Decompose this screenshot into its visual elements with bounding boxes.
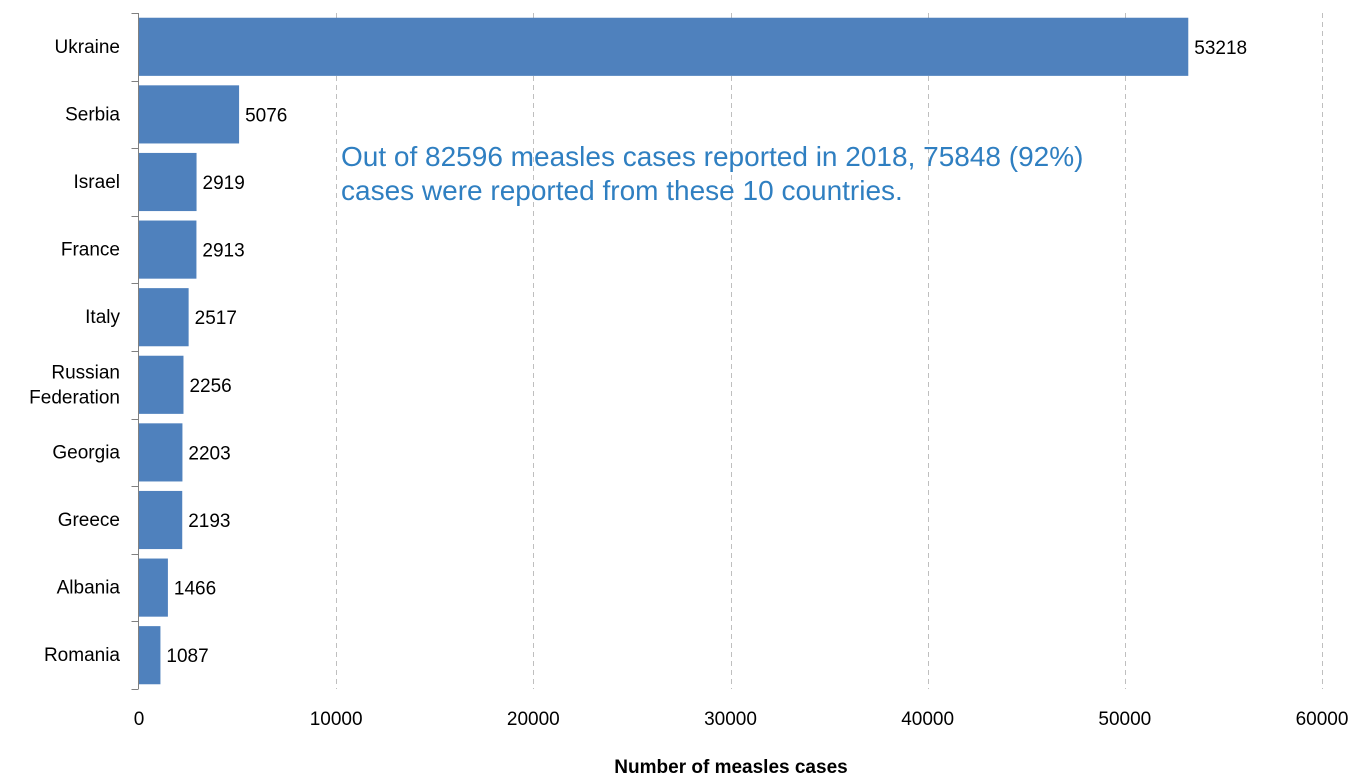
bar: [139, 220, 197, 279]
chart-annotation: Out of 82596 measles cases reported in 2…: [341, 140, 1084, 208]
category-label: Romania: [44, 645, 120, 666]
x-axis-title: Number of measles cases: [614, 757, 848, 778]
category-label: Italy: [85, 307, 120, 328]
data-label: 2919: [203, 173, 245, 194]
x-tick-label: 20000: [507, 709, 560, 730]
data-label: 1466: [174, 579, 216, 600]
bar: [139, 490, 183, 550]
category-label: France: [61, 240, 120, 261]
x-tick-label: 10000: [310, 709, 363, 730]
x-tick-label: 50000: [1098, 709, 1151, 730]
category-label: Serbia: [65, 104, 120, 125]
annotation-line-1: Out of 82596 measles cases reported in 2…: [341, 141, 1084, 172]
data-label: 5076: [245, 105, 287, 126]
annotation-line-2: cases were reported from these 10 countr…: [341, 175, 903, 206]
bar: [139, 288, 189, 347]
category-label: Greece: [58, 510, 120, 531]
bar: [139, 152, 197, 212]
data-label: 2193: [188, 511, 230, 532]
x-tick-label: 0: [134, 709, 145, 730]
bar: [139, 85, 240, 144]
bar: [139, 355, 184, 414]
bar: [139, 558, 168, 617]
bar: [139, 423, 183, 482]
category-label: Ukraine: [55, 37, 120, 58]
data-label: 2517: [195, 308, 237, 329]
bar: [139, 17, 1189, 76]
data-label: 2913: [202, 241, 244, 262]
data-label: 2256: [189, 376, 231, 397]
category-label: Russian: [51, 362, 120, 383]
x-tick-label: 30000: [704, 709, 757, 730]
bar: [139, 626, 161, 685]
category-label: Federation: [29, 387, 120, 408]
category-label: Israel: [74, 172, 120, 193]
category-label: Georgia: [52, 442, 120, 463]
x-tick-label: 60000: [1296, 709, 1349, 730]
data-label: 2203: [188, 443, 230, 464]
data-label: 1087: [166, 646, 208, 667]
category-label: Albania: [57, 578, 121, 599]
data-label: 53218: [1194, 38, 1247, 59]
x-tick-label: 40000: [901, 709, 954, 730]
